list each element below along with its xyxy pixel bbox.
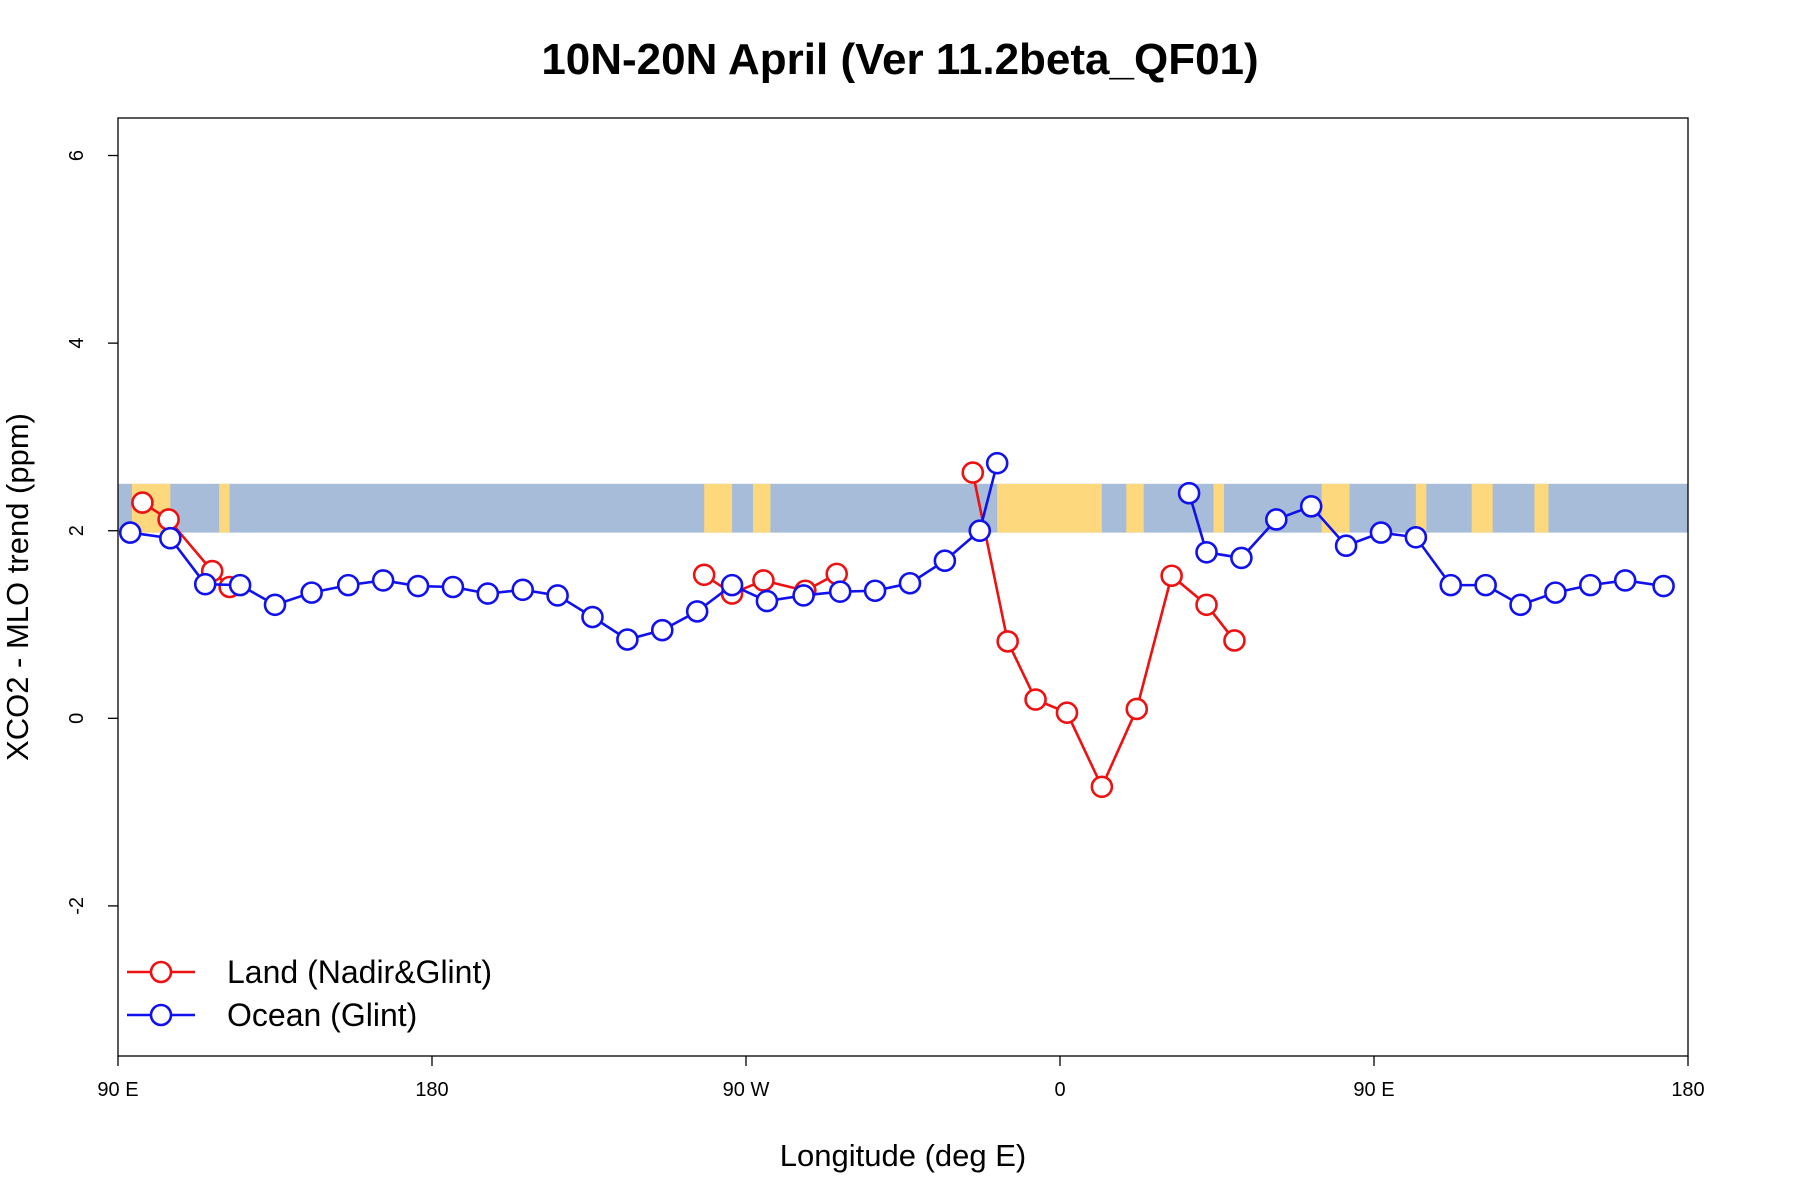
map-land [1126,483,1144,533]
data-point [1230,546,1253,570]
data-point [228,573,252,597]
data-point [1195,540,1218,564]
data-point [193,572,217,596]
data-point [1223,629,1246,652]
x-tick-label: 0 [1054,1079,1065,1101]
data-point [933,549,957,573]
data-point [828,580,852,603]
data-point [961,461,985,484]
data-point [650,618,674,642]
map-strip [118,483,1688,533]
legend-label: Ocean (Glint) [227,997,417,1033]
y-tick-label: 0 [66,713,88,724]
data-point [1334,534,1358,558]
data-point [1177,481,1201,505]
data-point [1055,701,1079,724]
data-point [131,491,154,514]
x-tick-label: 90 E [97,1079,138,1101]
legend: Land (Nadir&Glint) Ocean (Glint) [127,954,492,1033]
data-point [898,571,922,595]
series-land [131,461,1246,799]
chart-title: 10N-20N April (Ver 11.2beta_QF01) [541,35,1258,84]
map-land [997,483,1102,533]
series-line [141,501,231,588]
y-axis: -2 0 2 4 6 [66,150,118,915]
series-layer [118,451,1675,799]
data-point [985,451,1009,475]
data-point [685,600,709,623]
y-tick-label: 4 [66,338,88,349]
x-axis-label: Longitude (deg E) [780,1138,1026,1173]
data-point [263,593,287,617]
data-point [336,573,360,597]
data-point [118,521,142,544]
data-point [1265,508,1288,531]
data-point [996,630,1019,653]
data-point [476,582,500,605]
map-land [1213,483,1224,533]
map-land [1415,483,1427,533]
map-land [704,483,733,533]
data-point [511,578,535,602]
data-point [300,581,323,604]
data-point [1404,525,1428,549]
x-axis: 90 E 180 90 W 0 90 E 180 [97,1056,1705,1101]
data-point [371,569,395,592]
y-tick-label: 2 [66,525,88,536]
data-point [1439,573,1463,597]
data-point [755,589,779,613]
data-point [1090,775,1114,799]
legend-marker [149,1003,173,1027]
map-land [219,483,230,533]
map-land [1534,483,1549,533]
data-point [1299,495,1323,518]
data-point [1024,688,1047,711]
data-point [720,573,744,597]
data-point [406,574,430,598]
y-axis-label: XCO2 - MLO trend (ppm) [0,413,35,761]
x-tick-label: 180 [1671,1079,1704,1101]
data-point [1509,593,1532,617]
data-point [1160,564,1183,588]
data-point [792,584,815,607]
data-point [1579,573,1602,597]
data-point [441,575,465,599]
data-point [1195,593,1218,617]
map-ocean [118,483,1688,533]
plot-frame [117,117,1689,1057]
x-tick-label: 90 W [723,1079,770,1101]
data-point [1369,521,1393,544]
data-point [1652,574,1675,598]
map-land [1471,483,1493,533]
data-point [968,519,992,543]
data-point [692,563,716,587]
data-point [1125,697,1149,721]
y-tick-label: -2 [66,897,88,915]
x-tick-label: 90 E [1353,1079,1394,1101]
series-ocean [118,451,1675,651]
data-point [157,508,180,531]
map-land [1321,483,1350,533]
data-point [863,579,887,603]
data-point [159,526,182,550]
x-tick-label: 180 [415,1079,448,1101]
data-point [616,628,639,651]
data-point [752,569,775,592]
map-land [752,483,771,533]
data-point [581,605,604,629]
data-point [1544,581,1567,604]
data-point [546,584,569,607]
data-point [1613,569,1637,592]
data-point [1474,573,1497,597]
data-point [825,562,849,586]
y-tick-label: 6 [66,150,88,161]
legend-label: Land (Nadir&Glint) [227,954,492,990]
legend-marker [149,960,173,984]
